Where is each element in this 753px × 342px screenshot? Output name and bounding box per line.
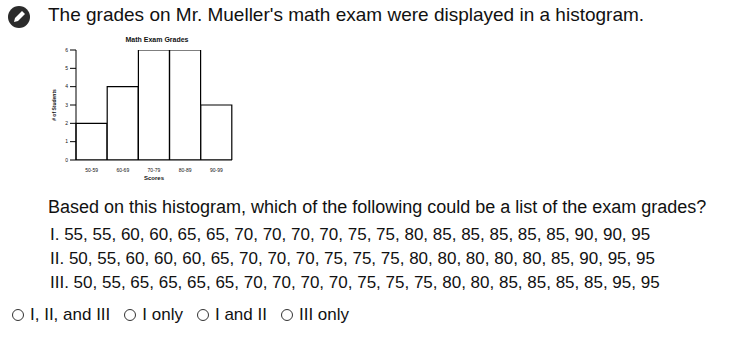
- html-text:I and II: I and II: [215, 305, 267, 324]
- svg-text:80-89: 80-89: [179, 167, 192, 173]
- svg-text:60-69: 60-69: [116, 167, 129, 173]
- svg-text:5: 5: [65, 65, 68, 71]
- html-text:III. 50, 55, 65, 65, 65, 65, 7: III. 50, 55, 65, 65, 65, 65, 70, 70, 70,…: [50, 273, 660, 292]
- svg-text:0: 0: [65, 157, 68, 163]
- svg-text:90-99: 90-99: [210, 167, 223, 173]
- svg-text:70-79: 70-79: [148, 167, 161, 173]
- svg-text:3: 3: [65, 102, 68, 108]
- html-text:The grades on Mr. Mueller's ma: The grades on Mr. Mueller's math exam we…: [48, 4, 645, 25]
- html-text:II. 50, 55, 60, 60, 60, 65, 70: II. 50, 55, 60, 60, 60, 65, 70, 70, 70, …: [50, 249, 655, 268]
- svg-text:2: 2: [65, 120, 68, 126]
- svg-text:# of Students: # of Students: [51, 89, 57, 121]
- html-text:Based on this histogram, which: Based on this histogram, which of the fo…: [48, 197, 707, 217]
- svg-text:6: 6: [65, 47, 68, 53]
- html-text:Math Exam Grades: Math Exam Grades: [125, 36, 189, 43]
- svg-text:50-59: 50-59: [85, 167, 98, 173]
- html-text:I. 55, 55, 60, 60, 65, 65, 70,: I. 55, 55, 60, 60, 65, 65, 70, 70, 70, 7…: [50, 225, 651, 244]
- svg-text:Scores: Scores: [144, 175, 165, 181]
- html-text:III only: III only: [299, 305, 349, 324]
- html-text:I, II, and III: I, II, and III: [30, 305, 111, 324]
- svg-text:1: 1: [65, 138, 68, 144]
- svg-text:4: 4: [65, 83, 68, 89]
- html-text:I only: I only: [142, 305, 183, 324]
